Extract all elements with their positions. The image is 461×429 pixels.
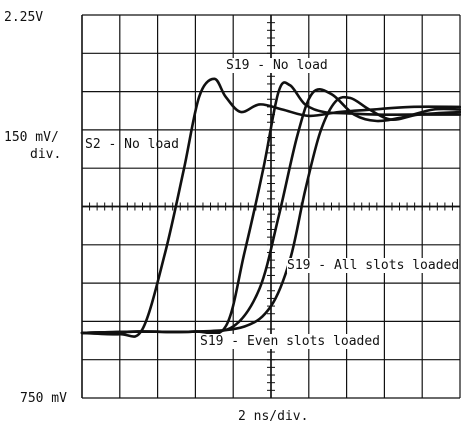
y-scale-label-line2: div. [30,147,62,162]
y-bottom-label: 750 mV [20,391,67,406]
series-label-s19-all-slots: S19 - All slots loaded [287,258,460,273]
series-label-s19-even-slots: S19 - Even slots loaded [200,334,381,349]
y-top-label: 2.25V [4,10,44,25]
series-label-s19-no-load: S19 - No load [226,58,328,73]
y-scale-label-line1: 150 mV/ [4,130,59,145]
x-scale-label: 2 ns/div. [238,409,309,424]
trace-s19-even-slots-loaded [80,95,461,335]
signal-traces [80,77,461,338]
trace-s2-no-load [80,77,461,338]
center-axis-ticks [81,14,460,398]
series-label-s2-no-load: S2 - No load [85,137,179,152]
